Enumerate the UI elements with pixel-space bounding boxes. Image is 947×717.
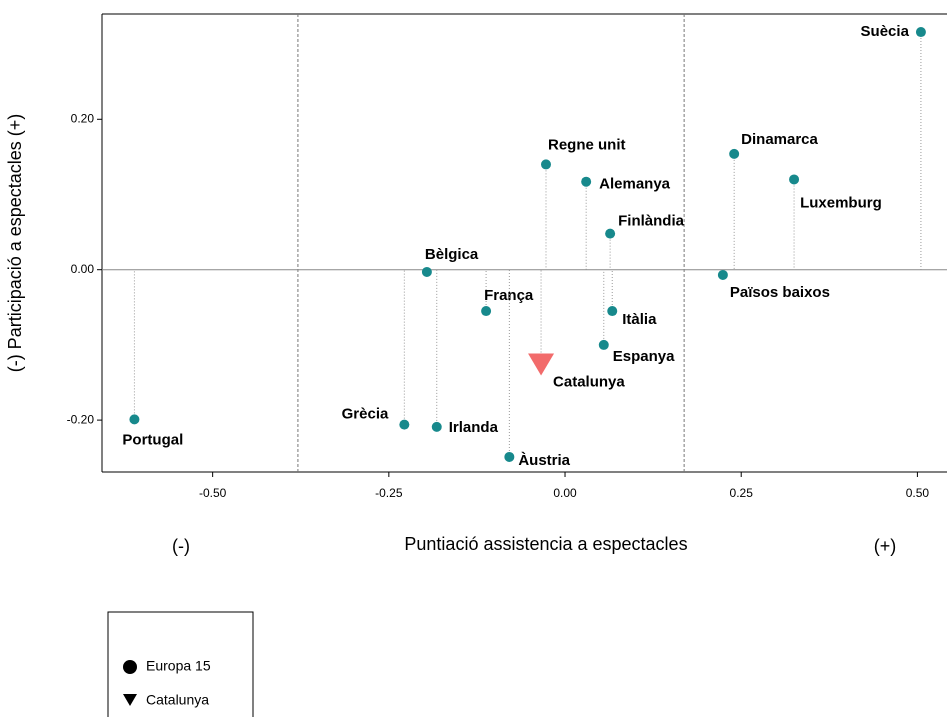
point <box>729 148 740 159</box>
point-label: Suècia <box>861 23 910 40</box>
point <box>431 421 442 432</box>
point-label: Itàlia <box>622 311 657 328</box>
point <box>504 451 515 462</box>
legend-label: Catalunya <box>146 692 209 708</box>
point-label: Països baixos <box>730 284 830 301</box>
point <box>528 353 555 376</box>
point-label: Catalunya <box>553 373 625 390</box>
point <box>540 159 551 170</box>
point <box>481 306 492 317</box>
point-label: Bèlgica <box>425 246 479 263</box>
x-axis-title: Puntiació assistencia a espectacles <box>404 534 687 554</box>
point-label: Luxemburg <box>800 194 882 211</box>
y-tick-label: -0.20 <box>67 412 95 426</box>
point <box>789 174 800 185</box>
legend: Europa 15 Catalunya <box>107 611 254 717</box>
point-label: Àustria <box>518 452 570 469</box>
point-label: Portugal <box>122 431 183 448</box>
point <box>598 339 609 350</box>
point-label: Finlàndia <box>618 213 684 230</box>
point-label: Espanya <box>613 348 675 365</box>
x-axis-left-label: (-) <box>172 536 190 556</box>
point-label: Grècia <box>342 406 389 423</box>
legend-marker <box>123 694 137 706</box>
y-axis-title: (-) Participació a espectacles (+) <box>5 114 25 373</box>
point <box>717 269 728 280</box>
point-label: Dinamarca <box>741 131 818 148</box>
x-tick-label: 0.00 <box>553 486 577 500</box>
x-tick-label: 0.50 <box>906 486 930 500</box>
x-tick-label: -0.25 <box>375 486 403 500</box>
point <box>607 306 618 317</box>
legend-marker <box>123 660 137 674</box>
point <box>915 27 926 38</box>
y-tick-label: 0.20 <box>71 111 95 125</box>
point <box>129 414 140 425</box>
legend-label: Europa 15 <box>146 658 211 674</box>
x-tick-label: -0.50 <box>199 486 227 500</box>
point-label: Alemanya <box>599 176 671 193</box>
point-label: França <box>484 287 534 304</box>
x-axis-right-label: (+) <box>874 536 897 556</box>
point <box>605 228 616 239</box>
point <box>421 266 432 277</box>
point <box>399 419 410 430</box>
y-tick-label: 0.00 <box>71 262 95 276</box>
x-tick-label: 0.25 <box>730 486 754 500</box>
point-label: Irlanda <box>449 419 499 436</box>
point-label: Regne unit <box>548 136 626 153</box>
point <box>581 176 592 187</box>
